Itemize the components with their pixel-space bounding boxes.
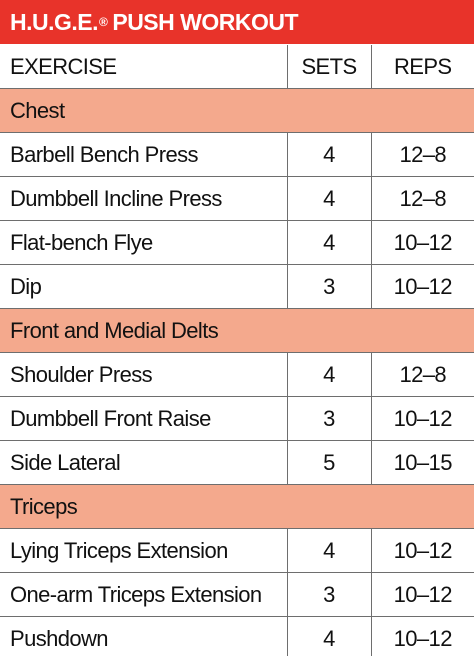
header-exercise: EXERCISE <box>0 45 287 89</box>
reps-cell: 12–8 <box>370 352 474 397</box>
reps-cell: 10–12 <box>370 220 474 265</box>
header-reps: REPS <box>370 45 474 89</box>
reps-cell: 10–12 <box>370 616 474 656</box>
sets-cell: 4 <box>286 220 371 265</box>
workout-table: EXERCISE SETS REPS Chest Barbell Bench P… <box>0 45 474 656</box>
reps-cell: 12–8 <box>370 132 474 177</box>
reps-cell: 10–12 <box>370 396 474 441</box>
exercise-cell: Flat-bench Flye <box>0 220 287 265</box>
sets-cell: 5 <box>286 440 371 485</box>
exercise-cell: Lying Triceps Extension <box>0 528 287 573</box>
section-row-chest: Chest <box>0 88 474 133</box>
table-row: Lying Triceps Extension 4 10–12 <box>0 528 474 573</box>
table-row: Dumbbell Incline Press 4 12–8 <box>0 176 474 221</box>
table-row: Pushdown 4 10–12 <box>0 616 474 656</box>
exercise-cell: Barbell Bench Press <box>0 132 287 177</box>
section-row-delts: Front and Medial Delts <box>0 308 474 353</box>
table-row: Barbell Bench Press 4 12–8 <box>0 132 474 177</box>
title-main: H.U.G.E. <box>10 8 99 35</box>
reps-cell: 12–8 <box>370 176 474 221</box>
exercise-cell: One-arm Triceps Extension <box>0 572 287 617</box>
section-row-triceps: Triceps <box>0 484 474 529</box>
sets-cell: 3 <box>286 572 371 617</box>
header-row: EXERCISE SETS REPS <box>0 45 474 89</box>
section-label: Front and Medial Delts <box>0 308 474 353</box>
exercise-cell: Side Lateral <box>0 440 287 485</box>
title-bar: H.U.G.E. ® PUSH WORKOUT <box>0 0 474 44</box>
exercise-cell: Dumbbell Front Raise <box>0 396 287 441</box>
exercise-cell: Dumbbell Incline Press <box>0 176 287 221</box>
reps-cell: 10–15 <box>370 440 474 485</box>
reps-cell: 10–12 <box>370 572 474 617</box>
title-rest: PUSH WORKOUT <box>112 8 299 35</box>
exercise-cell: Pushdown <box>0 616 287 656</box>
table-row: Flat-bench Flye 4 10–12 <box>0 220 474 265</box>
sets-cell: 3 <box>286 264 371 309</box>
exercise-cell: Shoulder Press <box>0 352 287 397</box>
reps-cell: 10–12 <box>370 264 474 309</box>
table-row: Side Lateral 5 10–15 <box>0 440 474 485</box>
sets-cell: 3 <box>286 396 371 441</box>
exercise-cell: Dip <box>0 264 287 309</box>
table-row: Shoulder Press 4 12–8 <box>0 352 474 397</box>
table-row: One-arm Triceps Extension 3 10–12 <box>0 572 474 617</box>
header-sets: SETS <box>286 45 371 89</box>
section-label: Triceps <box>0 484 474 529</box>
table-row: Dumbbell Front Raise 3 10–12 <box>0 396 474 441</box>
sets-cell: 4 <box>286 176 371 221</box>
section-label: Chest <box>0 88 474 133</box>
sets-cell: 4 <box>286 132 371 177</box>
sets-cell: 4 <box>286 528 371 573</box>
sets-cell: 4 <box>286 616 371 656</box>
sets-cell: 4 <box>286 352 371 397</box>
reps-cell: 10–12 <box>370 528 474 573</box>
table-row: Dip 3 10–12 <box>0 264 474 309</box>
